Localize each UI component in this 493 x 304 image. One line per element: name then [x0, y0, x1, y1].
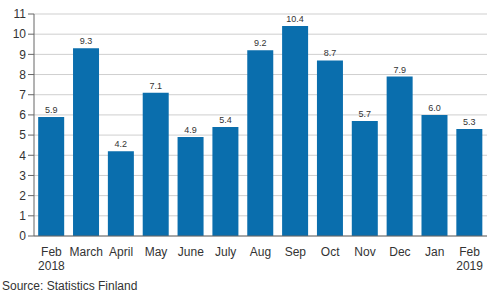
- svg-text:7.9: 7.9: [393, 65, 406, 75]
- svg-text:9: 9: [19, 48, 26, 62]
- svg-text:Feb2018: Feb2018: [38, 245, 65, 272]
- svg-text:9.3: 9.3: [80, 36, 93, 46]
- html-text:Source: Statistics Finland: Source: Statistics Finland: [2, 279, 138, 293]
- svg-text:Dec: Dec: [389, 245, 410, 259]
- svg-text:0: 0: [19, 229, 26, 243]
- svg-text:8.7: 8.7: [324, 48, 337, 58]
- svg-text:5.9: 5.9: [45, 105, 58, 115]
- svg-text:March: March: [70, 245, 103, 259]
- svg-text:9.2: 9.2: [254, 38, 267, 48]
- svg-text:1: 1: [19, 209, 26, 223]
- svg-text:Sep: Sep: [285, 245, 307, 259]
- svg-text:Jan: Jan: [425, 245, 444, 259]
- svg-text:11: 11: [14, 7, 27, 21]
- svg-text:2: 2: [19, 189, 26, 203]
- svg-text:Oct: Oct: [321, 245, 340, 259]
- svg-text:10.4: 10.4: [286, 14, 304, 24]
- svg-text:3: 3: [19, 169, 26, 183]
- svg-text:10: 10: [13, 27, 27, 41]
- svg-text:4: 4: [19, 149, 26, 163]
- svg-text:June: June: [178, 245, 204, 259]
- svg-text:6.0: 6.0: [428, 103, 441, 113]
- svg-text:6: 6: [19, 108, 26, 122]
- svg-text:7.1: 7.1: [149, 81, 162, 91]
- svg-text:5.7: 5.7: [359, 109, 372, 119]
- svg-text:Aug: Aug: [250, 245, 271, 259]
- svg-text:7: 7: [19, 88, 26, 102]
- svg-text:July: July: [215, 245, 236, 259]
- svg-text:April: April: [109, 245, 133, 259]
- svg-text:5.3: 5.3: [463, 117, 476, 127]
- svg-text:8: 8: [19, 68, 26, 82]
- svg-text:May: May: [145, 245, 168, 259]
- svg-text:5: 5: [19, 128, 26, 142]
- svg-text:5.4: 5.4: [219, 115, 232, 125]
- svg-text:4.9: 4.9: [184, 125, 197, 135]
- svg-text:4.2: 4.2: [115, 139, 128, 149]
- svg-text:Feb2019: Feb2019: [456, 245, 483, 272]
- svg-text:Nov: Nov: [354, 245, 375, 259]
